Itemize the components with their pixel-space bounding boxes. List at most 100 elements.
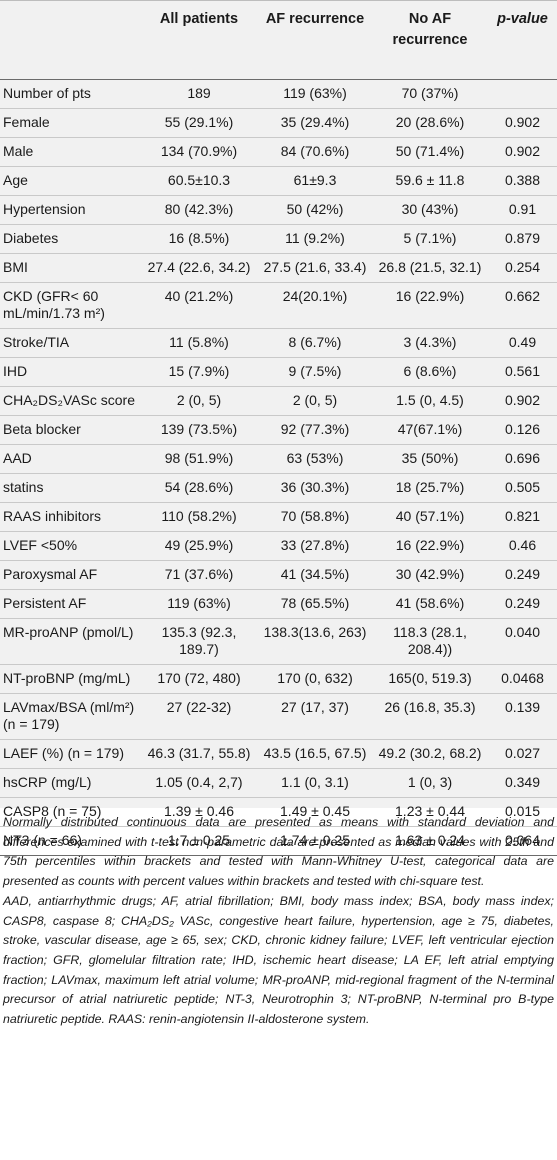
row-label: Hypertension bbox=[0, 195, 140, 225]
cell-p-value: 0.249 bbox=[488, 560, 557, 590]
cell-all-patients: 54 (28.6%) bbox=[140, 473, 258, 503]
cell-no-af-recurrence: 16 (22.9%) bbox=[372, 531, 488, 561]
cell-p-value: 0.040 bbox=[488, 618, 557, 665]
cell-no-af-recurrence: 47(67.1%) bbox=[372, 415, 488, 445]
cell-af-recurrence: 35 (29.4%) bbox=[258, 108, 372, 138]
row-label: IHD bbox=[0, 357, 140, 387]
cell-af-recurrence: 1.49 ± 0.45 bbox=[258, 797, 372, 827]
cell-af-recurrence: 70 (58.8%) bbox=[258, 502, 372, 532]
row-label: statins bbox=[0, 473, 140, 503]
cell-no-af-recurrence: 165(0, 519.3) bbox=[372, 664, 488, 694]
cell-all-patients: 46.3 (31.7, 55.8) bbox=[140, 739, 258, 769]
table-row: NT3 (n = 66) 1.7 ± 0.25 1.74 ± 0.25 1.63 ± … bbox=[0, 826, 557, 856]
row-label: CASP8 (n = 75) bbox=[0, 797, 140, 827]
cell-p-value: 0.49 bbox=[488, 328, 557, 358]
cell-all-patients: 80 (42.3%) bbox=[140, 195, 258, 225]
row-label: LVEF <50% bbox=[0, 531, 140, 561]
cell-all-patients: 16 (8.5%) bbox=[140, 224, 258, 254]
cell-af-recurrence: 1.74 ± 0.25 bbox=[258, 826, 372, 856]
row-label: CKD (GFR< 60 mL/min/1.73 m²) bbox=[0, 282, 140, 329]
row-label: hsCRP (mg/L) bbox=[0, 768, 140, 798]
header-no-af-recurrence: No AF recurrence bbox=[372, 1, 488, 80]
table-row: LAEF (%) (n = 179) 46.3 (31.7, 55.8) 43.5 … bbox=[0, 739, 557, 769]
table-footnotes: Normally distributed continuous data are… bbox=[3, 813, 554, 1030]
cell-af-recurrence: 27 (17, 37) bbox=[258, 693, 372, 740]
cell-all-patients: 1.05 (0.4, 2,7) bbox=[140, 768, 258, 798]
row-label: Persistent AF bbox=[0, 589, 140, 619]
table-row: statins 54 (28.6%) 36 (30.3%) 18 (25.7%) 0.5… bbox=[0, 473, 557, 503]
table-row: CASP8 (n = 75) 1.39 ± 0.46 1.49 ± 0.45 1.23… bbox=[0, 797, 557, 827]
cell-p-value: 0.662 bbox=[488, 282, 557, 329]
cell-af-recurrence: 43.5 (16.5, 67.5) bbox=[258, 739, 372, 769]
cell-af-recurrence: 61±9.3 bbox=[258, 166, 372, 196]
cell-p-value: 0.139 bbox=[488, 693, 557, 740]
cell-af-recurrence: 1.1 (0, 3.1) bbox=[258, 768, 372, 798]
cell-p-value: 0.91 bbox=[488, 195, 557, 225]
patient-characteristics-table: All patients AF recurrence No AF recurre… bbox=[0, 1, 557, 856]
table-row: MR-proANP (pmol/L) 135.3 (92.3, 189.7) 138… bbox=[0, 618, 557, 665]
table-row: Number of pts 189 119 (63%) 70 (37%) bbox=[0, 79, 557, 109]
cell-af-recurrence: 2 (0, 5) bbox=[258, 386, 372, 416]
header-all-patients: All patients bbox=[140, 1, 258, 80]
cell-p-value: 0.254 bbox=[488, 253, 557, 283]
cell-p-value: 0.902 bbox=[488, 386, 557, 416]
row-label: Paroxysmal AF bbox=[0, 560, 140, 590]
cell-no-af-recurrence: 1 (0, 3) bbox=[372, 768, 488, 798]
cell-all-patients: 60.5±10.3 bbox=[140, 166, 258, 196]
cell-p-value: 0.027 bbox=[488, 739, 557, 769]
cell-no-af-recurrence: 5 (7.1%) bbox=[372, 224, 488, 254]
cell-all-patients: 71 (37.6%) bbox=[140, 560, 258, 590]
cell-p-value: 0.561 bbox=[488, 357, 557, 387]
cell-all-patients: 170 (72, 480) bbox=[140, 664, 258, 694]
row-label: BMI bbox=[0, 253, 140, 283]
cell-all-patients: 135.3 (92.3, 189.7) bbox=[140, 618, 258, 665]
cell-p-value: 0.879 bbox=[488, 224, 557, 254]
table-row: NT-proBNP (mg/mL) 170 (72, 480) 170 (0, 63… bbox=[0, 664, 557, 694]
cell-p-value: 0.0468 bbox=[488, 664, 557, 694]
cell-no-af-recurrence: 59.6 ± 11.8 bbox=[372, 166, 488, 196]
cell-no-af-recurrence: 30 (43%) bbox=[372, 195, 488, 225]
cell-all-patients: 134 (70.9%) bbox=[140, 137, 258, 167]
cell-no-af-recurrence: 3 (4.3%) bbox=[372, 328, 488, 358]
row-label: Number of pts bbox=[0, 79, 140, 109]
cell-af-recurrence: 170 (0, 632) bbox=[258, 664, 372, 694]
table-row: Hypertension 80 (42.3%) 50 (42%) 30 (43%) 0.… bbox=[0, 195, 557, 225]
table-row: LVEF <50% 49 (25.9%) 33 (27.8%) 16 (22.9%) 0… bbox=[0, 531, 557, 561]
cell-all-patients: 27 (22-32) bbox=[140, 693, 258, 740]
table-row: CKD (GFR< 60 mL/min/1.73 m²) 40 (21.2%) 24… bbox=[0, 282, 557, 329]
cell-no-af-recurrence: 26.8 (21.5, 32.1) bbox=[372, 253, 488, 283]
cell-no-af-recurrence: 26 (16.8, 35.3) bbox=[372, 693, 488, 740]
row-label: AAD bbox=[0, 444, 140, 474]
cell-p-value: 0.126 bbox=[488, 415, 557, 445]
cell-no-af-recurrence: 118.3 (28.1, 208.4)) bbox=[372, 618, 488, 665]
cell-af-recurrence: 119 (63%) bbox=[258, 79, 372, 109]
cell-af-recurrence: 36 (30.3%) bbox=[258, 473, 372, 503]
cell-no-af-recurrence: 1.63 ± 0.24 bbox=[372, 826, 488, 856]
cell-af-recurrence: 84 (70.6%) bbox=[258, 137, 372, 167]
row-label: Diabetes bbox=[0, 224, 140, 254]
table-row: CHA₂DS₂VASc score 2 (0, 5) 2 (0, 5) 1.5 (0,… bbox=[0, 386, 557, 416]
cell-af-recurrence: 33 (27.8%) bbox=[258, 531, 372, 561]
row-label: Male bbox=[0, 137, 140, 167]
table-row: Paroxysmal AF 71 (37.6%) 41 (34.5%) 30 (42.… bbox=[0, 560, 557, 590]
cell-all-patients: 1.39 ± 0.46 bbox=[140, 797, 258, 827]
cell-no-af-recurrence: 35 (50%) bbox=[372, 444, 488, 474]
row-label: LAEF (%) (n = 179) bbox=[0, 739, 140, 769]
cell-p-value bbox=[488, 79, 557, 109]
table-row: BMI 27.4 (22.6, 34.2) 27.5 (21.6, 33.4) 26.… bbox=[0, 253, 557, 283]
cell-no-af-recurrence: 18 (25.7%) bbox=[372, 473, 488, 503]
cell-no-af-recurrence: 30 (42.9%) bbox=[372, 560, 488, 590]
cell-no-af-recurrence: 20 (28.6%) bbox=[372, 108, 488, 138]
cell-af-recurrence: 27.5 (21.6, 33.4) bbox=[258, 253, 372, 283]
cell-all-patients: 98 (51.9%) bbox=[140, 444, 258, 474]
cell-af-recurrence: 8 (6.7%) bbox=[258, 328, 372, 358]
table-row: Male 134 (70.9%) 84 (70.6%) 50 (71.4%) 0.902 bbox=[0, 137, 557, 167]
table-row: AAD 98 (51.9%) 63 (53%) 35 (50%) 0.696 bbox=[0, 444, 557, 474]
table-row: Age 60.5±10.3 61±9.3 59.6 ± 11.8 0.388 bbox=[0, 166, 557, 196]
table-row: IHD 15 (7.9%) 9 (7.5%) 6 (8.6%) 0.561 bbox=[0, 357, 557, 387]
cell-all-patients: 119 (63%) bbox=[140, 589, 258, 619]
cell-af-recurrence: 78 (65.5%) bbox=[258, 589, 372, 619]
cell-no-af-recurrence: 70 (37%) bbox=[372, 79, 488, 109]
cell-p-value: 0.064 bbox=[488, 826, 557, 856]
table-row: LAVmax/BSA (ml/m²) (n = 179) 27 (22-32) 27… bbox=[0, 693, 557, 740]
